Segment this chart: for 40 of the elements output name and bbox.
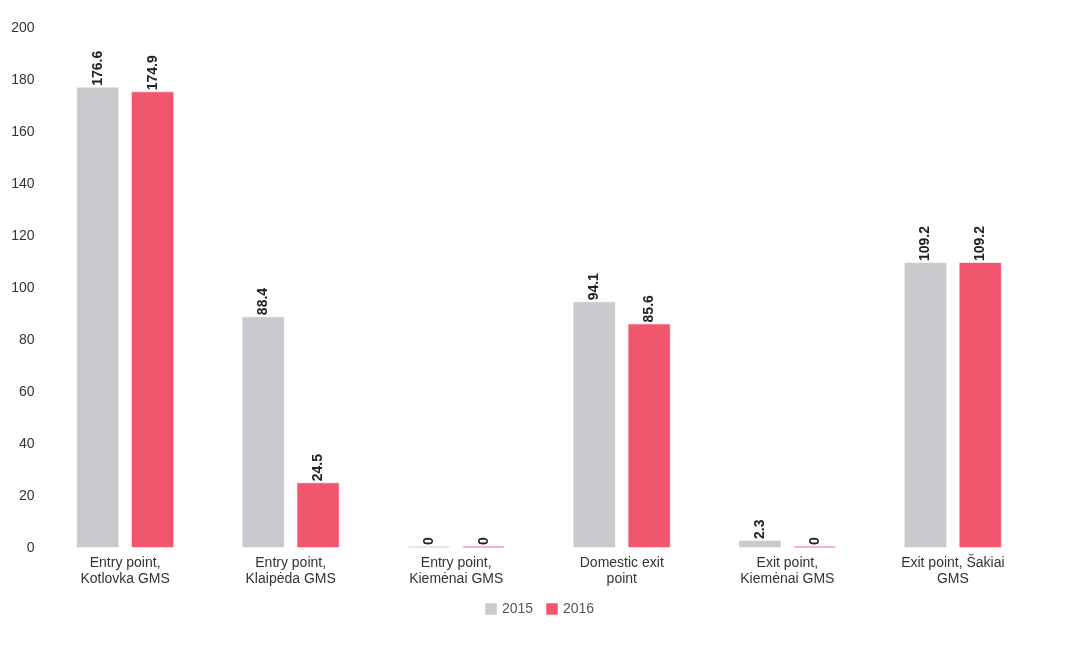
data-label: 0	[474, 537, 491, 545]
data-label: 0	[805, 537, 822, 545]
data-label: 2.3	[750, 519, 767, 540]
x-tick-label: Entry point, Kotlovka GMS	[80, 553, 170, 586]
y-tick-label: 120	[11, 226, 35, 243]
data-label: 85.6	[640, 294, 657, 323]
bar	[739, 540, 781, 548]
bar	[573, 302, 616, 548]
data-label: 24.5	[309, 453, 326, 482]
data-label: 88.4	[254, 287, 271, 316]
legend-label: 2015	[502, 600, 534, 616]
y-tick-label: 20	[18, 486, 35, 503]
x-tick-label: Domestic exit point	[579, 553, 664, 586]
bar	[628, 324, 671, 548]
y-tick-label: 80	[18, 330, 35, 347]
x-tick-label: Entry point, Kiemėnai GMS	[409, 553, 504, 586]
data-label: 0	[419, 537, 436, 545]
y-tick-label: 160	[11, 122, 35, 139]
y-tick-label: 140	[11, 174, 35, 191]
legend-label: 2016	[563, 600, 595, 616]
data-label: 174.9	[143, 55, 160, 91]
y-tick-label: 100	[11, 278, 35, 295]
x-tick-label: Entry point, Klaipėda GMS	[245, 553, 336, 586]
data-label: 176.6	[88, 50, 105, 86]
bar	[297, 483, 339, 548]
x-tick-label: Exit point, Šakiai GMS	[901, 553, 1005, 586]
x-tick-label: Exit point, Kiemėnai GMS	[740, 553, 835, 586]
data-label: 109.2	[971, 225, 988, 262]
data-label: 94.1	[585, 272, 602, 301]
bar	[904, 262, 947, 548]
y-tick-label: 60	[18, 382, 35, 399]
y-tick-label: 180	[11, 70, 35, 87]
bar	[131, 92, 174, 548]
bar	[76, 87, 119, 548]
y-tick-label: 200	[11, 18, 35, 35]
data-label: 109.2	[916, 225, 933, 262]
y-tick-label: 40	[18, 434, 35, 451]
y-tick-label: 0	[26, 538, 35, 555]
bar	[959, 262, 1002, 548]
bar	[242, 316, 285, 548]
